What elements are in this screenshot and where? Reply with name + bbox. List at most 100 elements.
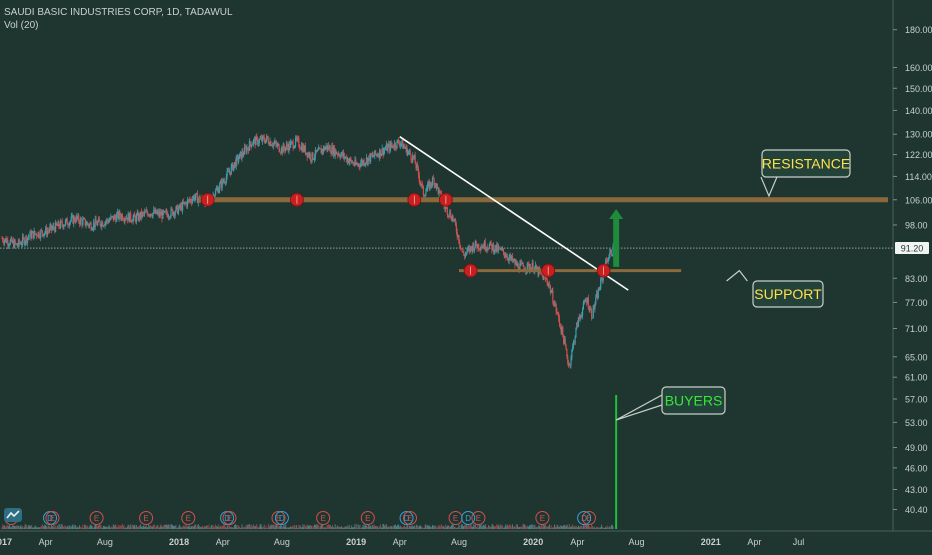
volume-bar — [358, 527, 360, 529]
volume-bar — [135, 525, 137, 529]
event-earnings-icon — [471, 511, 486, 525]
volume-bar — [525, 525, 527, 529]
volume-bar — [405, 527, 407, 529]
volume-bar — [569, 526, 571, 529]
volume-bar — [173, 525, 175, 529]
volume-bar — [295, 527, 297, 529]
candle-body — [563, 338, 566, 344]
candle-body — [64, 224, 66, 226]
volume-bar — [241, 524, 243, 529]
volume-bar — [219, 527, 221, 529]
volume-bar — [458, 524, 460, 529]
candle-body — [357, 163, 359, 166]
volume-bar — [193, 525, 195, 529]
candle-body — [276, 144, 279, 147]
volume-bar — [41, 524, 43, 529]
candle-body — [417, 168, 420, 176]
candle-body — [261, 136, 264, 142]
volume-bar — [322, 524, 324, 529]
volume-bar — [210, 525, 212, 529]
volume-bar — [378, 527, 380, 529]
candle-body — [131, 221, 133, 223]
volume-bar — [247, 524, 249, 529]
volume-bar — [77, 527, 79, 529]
volume-bar — [527, 526, 529, 529]
volume-bar — [115, 524, 117, 529]
candle-body — [476, 245, 478, 249]
volume-bar — [297, 527, 299, 529]
volume-bar — [546, 527, 548, 529]
volume-bar — [459, 525, 461, 529]
candle-body — [507, 258, 509, 261]
volume-bar — [159, 525, 161, 529]
event-label: E — [586, 514, 591, 523]
candle-body — [150, 213, 152, 216]
candle-body — [543, 275, 545, 280]
candle-body — [300, 145, 302, 150]
event-label: E — [186, 514, 191, 523]
volume-bar — [163, 525, 165, 529]
candle-body — [493, 250, 495, 253]
candle-body — [127, 213, 129, 221]
volume-bar — [97, 525, 99, 529]
candle-body — [534, 264, 537, 268]
volume-bar — [574, 527, 576, 529]
candle-body — [26, 237, 29, 243]
volume-bar — [283, 525, 285, 529]
candle-body — [310, 159, 312, 162]
candle-body — [135, 215, 138, 222]
event-label: E — [407, 514, 412, 523]
candle-body — [271, 145, 274, 147]
volume-bar — [100, 525, 102, 529]
candle-body — [584, 301, 586, 303]
candle-body — [236, 156, 238, 158]
candle-body — [214, 195, 216, 199]
volume-bar — [309, 524, 311, 529]
candle-body — [378, 155, 380, 158]
volume-bar — [251, 527, 253, 529]
volume-bar — [153, 524, 155, 529]
candle-body — [473, 244, 475, 251]
candle-body — [332, 146, 334, 155]
candle-body — [390, 142, 392, 146]
volume-bar — [423, 527, 425, 529]
candle-body — [254, 138, 256, 146]
volume-bar — [597, 526, 599, 529]
candle-body — [79, 218, 81, 225]
candle-body — [170, 208, 172, 217]
event-label: D — [465, 514, 471, 523]
event-dividend-icon — [399, 511, 414, 525]
candle-body — [39, 236, 41, 238]
volume-bar — [116, 527, 118, 529]
volume-bar — [363, 527, 365, 529]
candle-body — [180, 204, 182, 208]
candle-body — [329, 146, 331, 153]
volume-bar — [308, 525, 310, 529]
candle-body — [195, 193, 197, 198]
volume-bar — [464, 525, 466, 529]
volume-bar — [268, 527, 270, 529]
candle-body — [188, 199, 190, 201]
candle-body — [388, 143, 391, 151]
candle-body — [338, 153, 340, 157]
candle-body — [218, 189, 220, 193]
candle-body — [486, 247, 488, 250]
candle-body — [324, 147, 326, 151]
candle-body — [223, 181, 225, 183]
candle-body — [214, 190, 217, 196]
volume-bar — [422, 527, 424, 529]
volume-bar — [205, 525, 207, 529]
volume-bar — [444, 527, 446, 529]
candle-body — [42, 233, 44, 237]
volume-bar — [101, 527, 103, 529]
candle-body — [469, 246, 472, 252]
y-tick-label: 57.00 — [905, 394, 928, 404]
volume-bar — [50, 524, 52, 529]
volume-bar — [587, 524, 589, 529]
candle-body — [318, 147, 321, 149]
candle-body — [133, 214, 135, 218]
candle-body — [31, 233, 33, 239]
volume-bar — [102, 527, 104, 529]
